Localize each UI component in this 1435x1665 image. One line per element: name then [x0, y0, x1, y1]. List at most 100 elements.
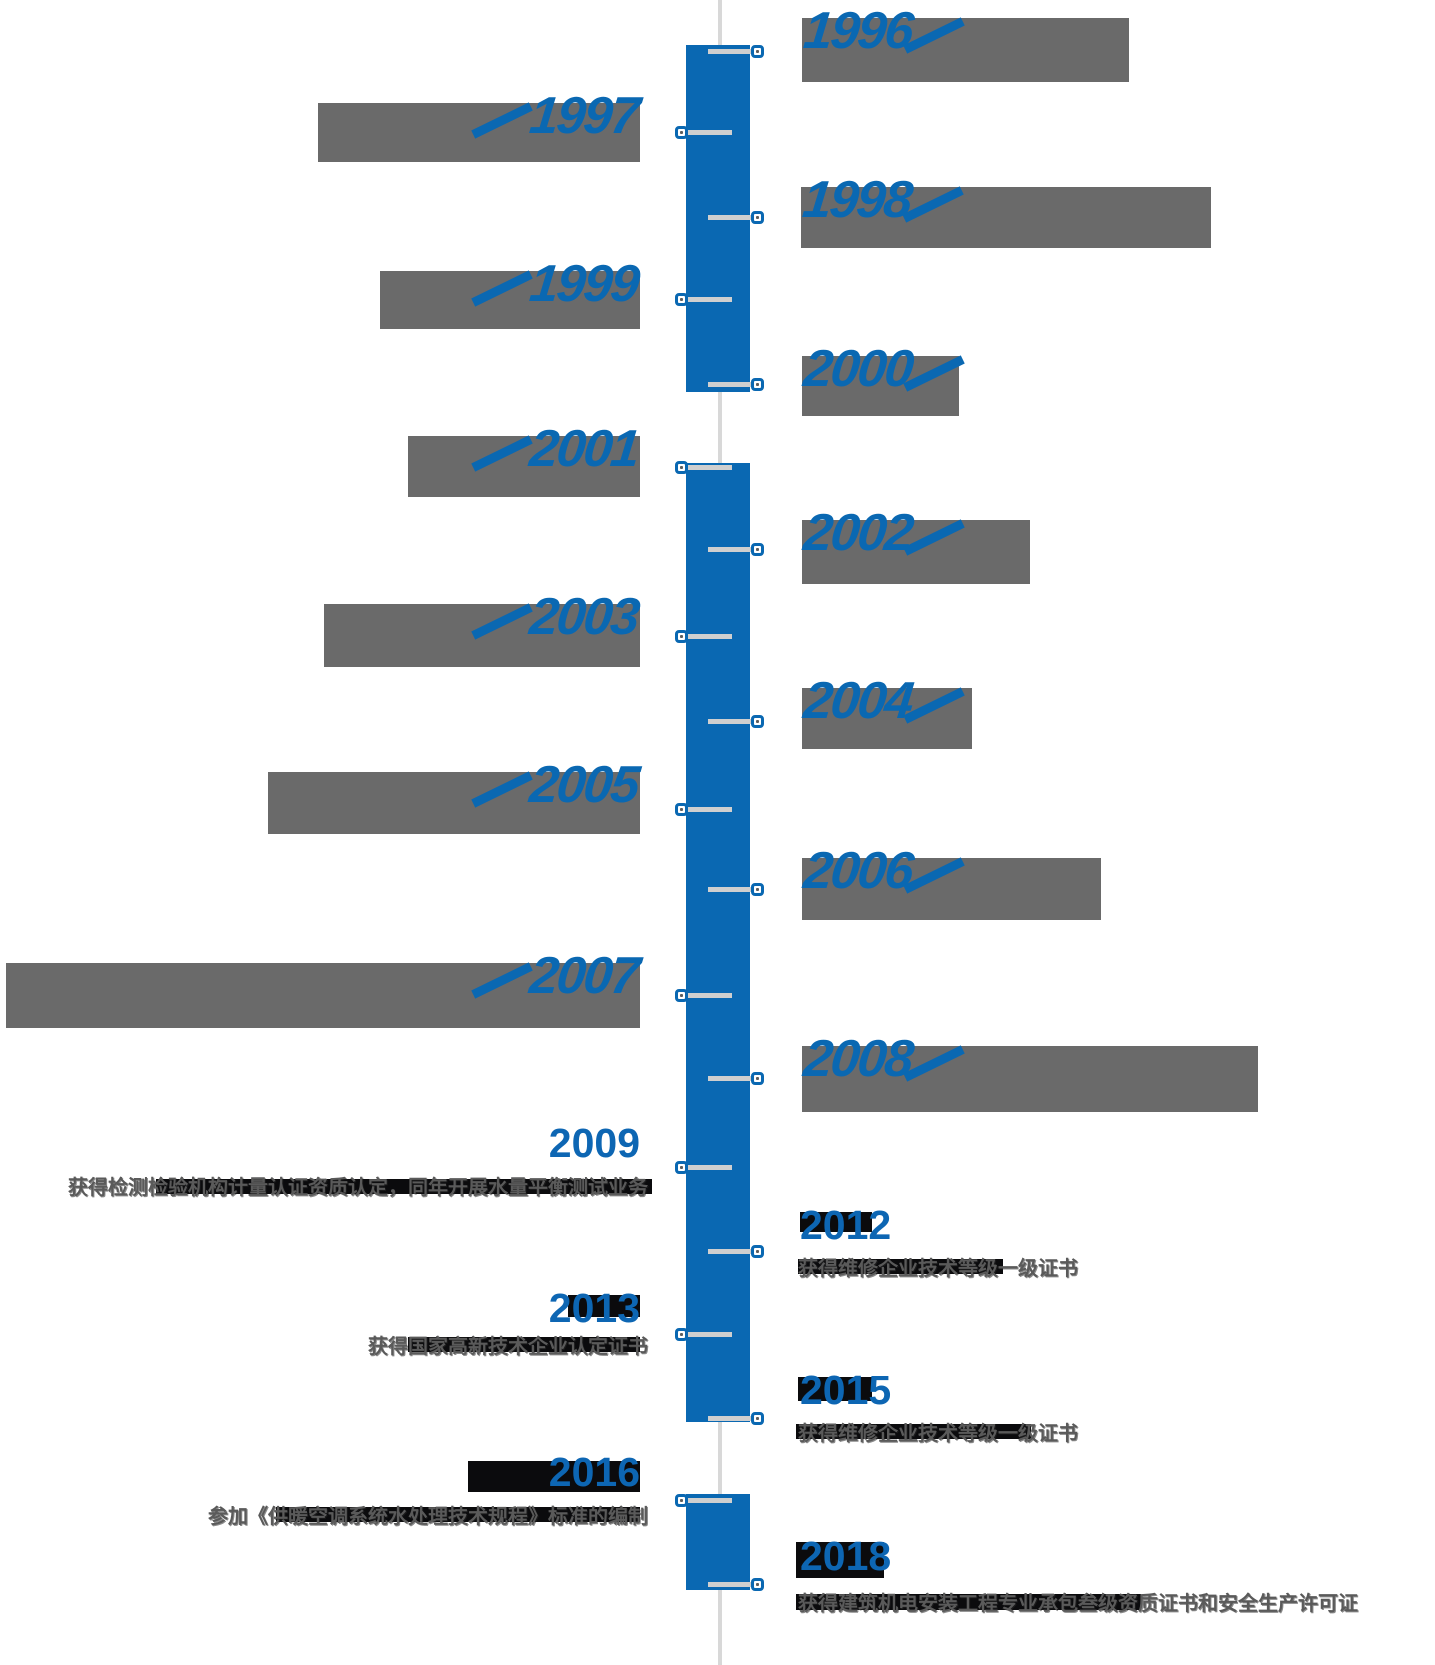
- timeline-tick: [708, 382, 752, 387]
- covered-year-glyphs: 2003: [470, 588, 641, 666]
- year-label: 2007: [527, 947, 642, 1005]
- entry-description: 获得维修企业技术等级一级证书: [798, 1258, 1078, 1280]
- covered-year-glyphs: 2004: [801, 672, 972, 750]
- covered-year-glyphs: 2008: [801, 1030, 972, 1108]
- timeline-node-icon: [675, 803, 688, 816]
- covered-year-glyphs: 1998: [800, 171, 971, 249]
- placeholder-cover-bar: [268, 772, 640, 834]
- year-label: 1996: [800, 2, 915, 60]
- timeline-node-icon: [675, 989, 688, 1002]
- year-label: 2009: [548, 1120, 640, 1166]
- timeline-bar-segment: [686, 463, 750, 1422]
- timeline-node-icon: [751, 715, 764, 728]
- timeline-node-icon: [675, 1161, 688, 1174]
- timeline-tick: [688, 1332, 732, 1337]
- timeline-tick: [708, 1249, 752, 1254]
- entry-description: 获得建筑机电安装工程专业承包叁级资质证书和安全生产许可证: [798, 1593, 1358, 1615]
- year-label: 1999: [527, 255, 642, 313]
- text-backdrop-artifact: [408, 1337, 640, 1352]
- timeline-tick: [708, 1076, 752, 1081]
- timeline-tick: [688, 993, 732, 998]
- timeline-tick: [688, 465, 732, 470]
- timeline-node-icon: [675, 461, 688, 474]
- year-label: 1998: [799, 171, 914, 229]
- covered-year-glyphs: 1996: [801, 2, 972, 80]
- timeline-node-icon: [751, 1072, 764, 1085]
- entry-description: 获得维修企业技术等级一级证书: [798, 1423, 1078, 1445]
- timeline-node-icon: [675, 126, 688, 139]
- timeline-tick: [688, 297, 732, 302]
- timeline-node-icon: [675, 630, 688, 643]
- year-swoosh-decoration: [471, 270, 533, 307]
- timeline-tick: [688, 1498, 732, 1503]
- timeline-tick: [688, 807, 732, 812]
- year-label: 2005: [527, 756, 642, 814]
- placeholder-cover-bar: [801, 187, 1211, 248]
- timeline-bar-segment: [686, 1494, 750, 1590]
- timeline-node-icon: [751, 45, 764, 58]
- text-backdrop-artifact: [568, 1295, 640, 1317]
- placeholder-cover-bar: [802, 520, 1030, 584]
- placeholder-cover-bar: [802, 356, 959, 416]
- timeline-tick: [708, 1416, 752, 1421]
- timeline-tick: [688, 130, 732, 135]
- timeline-tick: [708, 49, 752, 54]
- placeholder-cover-bar: [802, 1046, 1258, 1112]
- year-label: 2002: [800, 504, 915, 562]
- timeline-node-icon: [751, 1578, 764, 1591]
- text-backdrop-artifact: [796, 1424, 1031, 1439]
- covered-year-glyphs: 2001: [470, 420, 641, 498]
- year-swoosh-decoration: [471, 771, 533, 808]
- timeline-node-icon: [751, 1412, 764, 1425]
- text-backdrop-artifact: [468, 1461, 640, 1492]
- covered-year-glyphs: 2007: [470, 947, 641, 1025]
- timeline-node-icon: [675, 293, 688, 306]
- text-backdrop-artifact: [796, 1542, 884, 1578]
- timeline-tick: [688, 634, 732, 639]
- timeline-tick: [708, 215, 752, 220]
- covered-year-glyphs: 2006: [801, 842, 972, 920]
- covered-year-glyphs: 1999: [470, 255, 641, 333]
- year-label: 2001: [527, 420, 642, 478]
- year-label: 2012: [800, 1202, 892, 1248]
- text-backdrop-artifact: [276, 1507, 640, 1522]
- year-swoosh-decoration: [471, 962, 533, 999]
- covered-year-glyphs: 2002: [801, 504, 972, 582]
- timeline-tick: [708, 1582, 752, 1587]
- year-label: 2015: [800, 1367, 892, 1413]
- year-label: 2000: [800, 340, 915, 398]
- timeline-node-icon: [751, 543, 764, 556]
- text-backdrop-artifact: [798, 1259, 1003, 1274]
- text-backdrop-artifact: [798, 1377, 872, 1401]
- year-swoosh-decoration: [471, 102, 533, 139]
- timeline-node-icon: [675, 1328, 688, 1341]
- text-backdrop-artifact: [796, 1594, 1141, 1610]
- covered-year-glyphs: 2000: [801, 340, 972, 418]
- year-label: 2016: [548, 1449, 640, 1495]
- timeline-tick: [708, 887, 752, 892]
- year-label: 2018: [800, 1533, 892, 1579]
- text-backdrop-artifact: [156, 1179, 652, 1194]
- year-label: 2013: [548, 1285, 640, 1331]
- year-label: 2004: [800, 672, 915, 730]
- entry-description: 参加《供暖空调系统水处理技术规程》标准的编制: [208, 1506, 648, 1528]
- timeline-node-icon: [751, 211, 764, 224]
- year-swoosh-decoration: [471, 435, 533, 472]
- timeline-node-icon: [751, 378, 764, 391]
- covered-year-glyphs: 2005: [470, 756, 641, 834]
- timeline-node-icon: [751, 1245, 764, 1258]
- text-backdrop-artifact: [800, 1212, 872, 1232]
- placeholder-cover-bar: [802, 18, 1129, 82]
- timeline-tick: [708, 547, 752, 552]
- year-label: 2003: [527, 588, 642, 646]
- year-label: 2008: [800, 1030, 915, 1088]
- timeline-tick: [708, 719, 752, 724]
- covered-year-glyphs: 1997: [470, 87, 641, 165]
- entry-description: 获得检测检验机构计量认证资质认定，同年开展水量平衡测试业务: [68, 1177, 648, 1199]
- placeholder-cover-bar: [6, 963, 640, 1028]
- year-label: 1997: [527, 87, 642, 145]
- year-swoosh-decoration: [471, 603, 533, 640]
- timeline-node-icon: [751, 883, 764, 896]
- entry-description: 获得国家高新技术企业认定证书: [368, 1336, 648, 1358]
